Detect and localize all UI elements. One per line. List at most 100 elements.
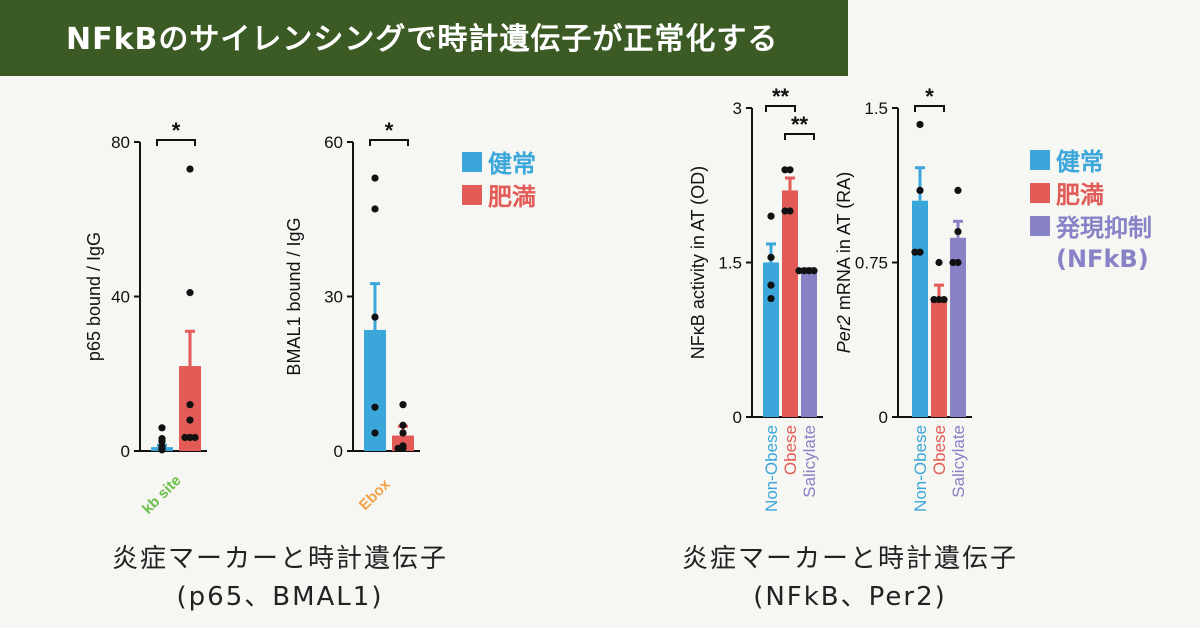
bar xyxy=(912,200,928,417)
y-tick-label: 40 xyxy=(111,288,130,307)
bar xyxy=(763,262,779,417)
caption-right-line1: 炎症マーカーと時計遺伝子 xyxy=(681,544,1018,574)
legend-swatch-obese xyxy=(462,184,482,205)
bar xyxy=(931,299,947,417)
significance-bracket xyxy=(156,139,196,146)
significance-bracket xyxy=(914,105,945,112)
caption-right-line2: (NFkB、Per2) xyxy=(753,582,947,612)
legend-swatch-obese xyxy=(1030,182,1050,203)
title-banner: NFkBのサイレンシングで時計遺伝子が正常化する xyxy=(0,0,848,76)
data-point xyxy=(371,403,379,411)
legend-label-healthy: 健常 xyxy=(488,150,536,178)
y-axis-label: p65 bound / IgG xyxy=(84,232,104,361)
data-point xyxy=(916,248,924,256)
data-point xyxy=(186,401,194,409)
data-point xyxy=(158,442,166,450)
legend-label-obese: 肥満 xyxy=(1056,181,1104,209)
y-tick-label: 60 xyxy=(324,133,343,152)
data-point xyxy=(810,267,818,275)
y-tick-label: 0 xyxy=(121,442,130,461)
significance-bracket xyxy=(784,133,815,140)
legend-left: 健常 肥満 xyxy=(462,145,536,211)
y-tick-label: 1.5 xyxy=(864,99,888,118)
data-point xyxy=(930,295,938,304)
significance-bracket xyxy=(369,139,409,146)
legend-item-suppressed: 発現抑制 xyxy=(1030,209,1152,242)
y-axis-label: Per2 mRNA in AT (RA) xyxy=(834,172,854,353)
category-label: Obese xyxy=(781,425,800,475)
data-point xyxy=(767,281,775,289)
bar xyxy=(179,366,201,451)
y-tick-label: 80 xyxy=(111,133,130,152)
data-point xyxy=(767,253,775,261)
legend-label-healthy: 健常 xyxy=(1056,148,1104,176)
y-tick-label: 0 xyxy=(334,442,343,461)
significance-label: ** xyxy=(772,84,790,109)
legend-item-obese: 肥満 xyxy=(1030,176,1152,209)
data-point xyxy=(399,401,407,409)
data-point xyxy=(181,433,189,442)
data-point xyxy=(158,424,166,432)
legend-swatch-healthy xyxy=(1030,149,1050,170)
data-point xyxy=(186,416,194,424)
legend-swatch-healthy xyxy=(462,151,482,172)
y-tick-label: 1.5 xyxy=(718,254,742,273)
data-point xyxy=(371,205,379,213)
y-axis-label: NFκB activity in AT (OD) xyxy=(688,166,708,359)
data-point xyxy=(954,186,962,194)
data-point xyxy=(795,267,803,275)
bar xyxy=(801,270,817,417)
y-tick-label: 0 xyxy=(879,408,888,427)
y-tick-label: 0.75 xyxy=(855,254,888,273)
caption-left: 炎症マーカーと時計遺伝子 (p65、BMAL1) xyxy=(70,540,490,616)
category-label: Non-Obese xyxy=(762,425,781,512)
legend-item-obese: 肥満 xyxy=(462,178,536,211)
bar xyxy=(364,329,386,451)
y-axis-label: BMAL1 bound / IgG xyxy=(284,217,304,375)
data-point xyxy=(186,165,194,173)
data-point xyxy=(954,228,962,236)
data-point xyxy=(399,442,407,450)
bar xyxy=(950,237,966,417)
data-point xyxy=(781,207,789,215)
data-point xyxy=(805,267,813,275)
category-label: Non-Obese xyxy=(911,425,930,512)
legend-item-healthy: 健常 xyxy=(1030,143,1152,176)
data-point xyxy=(399,429,407,437)
significance-label: * xyxy=(385,118,394,143)
data-point xyxy=(399,421,407,429)
legend-right: 健常 肥満 発現抑制 (NFkB) xyxy=(1030,143,1152,275)
data-point xyxy=(940,295,948,304)
data-point xyxy=(786,207,794,215)
data-point xyxy=(911,248,919,256)
legend-item-healthy: 健常 xyxy=(462,145,536,178)
data-point xyxy=(186,433,194,442)
data-point xyxy=(191,433,199,442)
data-point xyxy=(949,258,957,267)
significance-label: * xyxy=(172,118,181,143)
significance-label: ** xyxy=(791,112,809,137)
data-point xyxy=(781,166,789,174)
data-point xyxy=(186,289,194,297)
caption-right: 炎症マーカーと時計遺伝子 (NFkB、Per2) xyxy=(640,540,1060,616)
data-point xyxy=(935,295,943,304)
page-title: NFkBのサイレンシングで時計遺伝子が正常化する xyxy=(66,22,779,57)
legend-sub-nfkb: (NFkB) xyxy=(1030,242,1152,275)
significance-label: * xyxy=(925,84,934,109)
data-point xyxy=(800,267,808,275)
legend-label-suppressed: 発現抑制 xyxy=(1056,214,1152,242)
data-point xyxy=(767,212,775,220)
data-point xyxy=(786,166,794,174)
category-label: Salicylate xyxy=(800,425,819,498)
data-point xyxy=(916,186,924,194)
legend-swatch-suppressed xyxy=(1030,215,1050,236)
data-point xyxy=(371,174,379,182)
significance-bracket xyxy=(765,105,796,112)
caption-left-line1: 炎症マーカーと時計遺伝子 xyxy=(111,544,448,574)
y-axis-label-rest: mRNA in AT (RA) xyxy=(834,172,854,315)
bar xyxy=(782,190,798,417)
